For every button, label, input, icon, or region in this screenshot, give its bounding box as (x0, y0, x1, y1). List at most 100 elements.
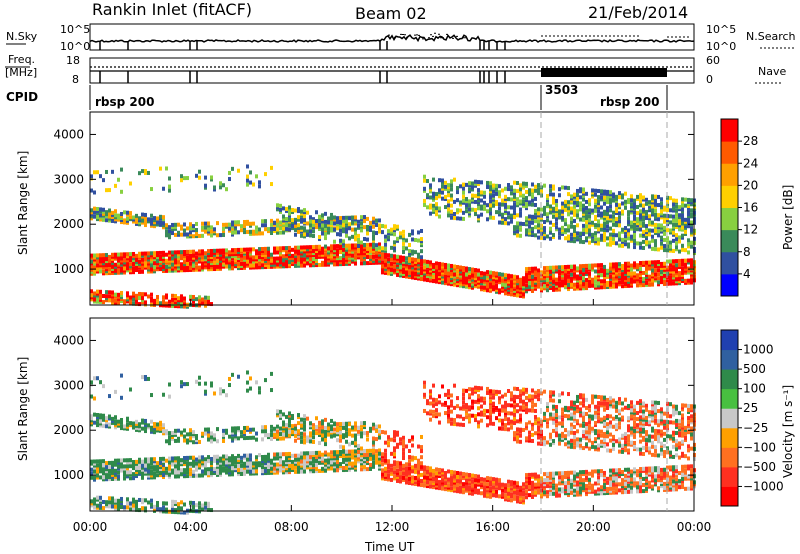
velocity-cell (144, 420, 147, 425)
velocity-cell (150, 393, 153, 398)
velocity-cell (273, 464, 276, 469)
power-cell (474, 284, 477, 289)
power-cell (603, 271, 606, 276)
velocity-cell (195, 473, 198, 478)
power-cell (663, 275, 666, 280)
velocity-cell (288, 413, 291, 418)
power-cell (276, 258, 279, 263)
power-cell (273, 226, 276, 231)
power-cell (612, 230, 615, 235)
power-cell (621, 263, 624, 268)
power-cell (405, 266, 408, 271)
power-cell (168, 229, 171, 234)
power-cell (630, 198, 633, 203)
power-cell (489, 270, 492, 275)
power-cell (657, 247, 660, 252)
power-cell (180, 298, 183, 303)
velocity-cell (147, 457, 150, 462)
power-cell (444, 273, 447, 278)
power-cell (312, 253, 315, 258)
velocity-cell (324, 442, 327, 447)
power-cell (174, 258, 177, 263)
power-cell (294, 263, 297, 268)
power-cell (654, 194, 657, 199)
power-cell (681, 203, 684, 208)
power-cell (96, 299, 99, 304)
velocity-cell (144, 461, 147, 466)
power-cell (177, 252, 180, 257)
power-cell (630, 275, 633, 280)
power-cell (597, 201, 600, 206)
power-cell (648, 220, 651, 225)
power-cell (216, 254, 219, 259)
power-cell (342, 257, 345, 262)
power-cell (123, 266, 126, 271)
power-cell (444, 266, 447, 271)
power-cell (402, 271, 405, 276)
power-cell (618, 223, 621, 228)
velocity-cell (93, 469, 96, 474)
power-cell (240, 247, 243, 252)
power-cell (660, 223, 663, 228)
velocity-cell (342, 435, 345, 440)
power-cell (168, 231, 171, 236)
velocity-cell (198, 465, 201, 470)
velocity-cell (90, 394, 93, 399)
velocity-cell (204, 381, 207, 386)
velocity-cell (315, 425, 318, 430)
velocity-cell (171, 509, 174, 514)
velocity-cell (264, 464, 267, 469)
velocity-cell (153, 426, 156, 431)
power-cell (624, 261, 627, 266)
velocity-cell (348, 467, 351, 472)
power-cell (273, 220, 276, 225)
power-cell (294, 227, 297, 232)
velocity-cell (267, 470, 270, 475)
power-cell (165, 264, 168, 269)
power-cell (663, 263, 666, 268)
velocity-cell (297, 455, 300, 460)
velocity-cell (321, 433, 324, 438)
power-cell (198, 233, 201, 238)
power-cell (423, 265, 426, 270)
power-cell (435, 208, 438, 213)
power-cell (558, 271, 561, 276)
power-cell (279, 256, 282, 261)
power-cell (330, 216, 333, 221)
power-cell (681, 225, 684, 230)
power-cell (462, 276, 465, 281)
power-cell (141, 265, 144, 270)
power-cell (453, 177, 456, 182)
velocity-cell (252, 465, 255, 470)
power-cell (543, 207, 546, 212)
power-cell (183, 228, 186, 233)
velocity-cell (357, 425, 360, 430)
power-cell (243, 219, 246, 224)
power-cell (519, 289, 522, 294)
power-cell (177, 258, 180, 263)
power-cell (135, 255, 138, 260)
velocity-cell (330, 464, 333, 469)
power-cell (447, 273, 450, 278)
power-cell (633, 226, 636, 231)
nave-tick-bottom: 0 (706, 73, 713, 86)
power-cell (612, 276, 615, 281)
power-cell (288, 258, 291, 263)
power-cell (249, 265, 252, 270)
power-cell (177, 222, 180, 227)
power-cell (168, 303, 171, 308)
power-cell (303, 253, 306, 258)
velocity-cell (201, 457, 204, 462)
velocity-cell (126, 424, 129, 429)
power-cell (501, 188, 504, 193)
power-cell (201, 249, 204, 254)
power-cell (462, 186, 465, 191)
power-cell (180, 300, 183, 305)
power-cell (465, 278, 468, 283)
power-cell (666, 207, 669, 212)
power-cell (675, 241, 678, 246)
velocity-cell (189, 428, 192, 433)
power-cell (678, 225, 681, 230)
velocity-cell (135, 461, 138, 466)
power-cell (252, 259, 255, 264)
